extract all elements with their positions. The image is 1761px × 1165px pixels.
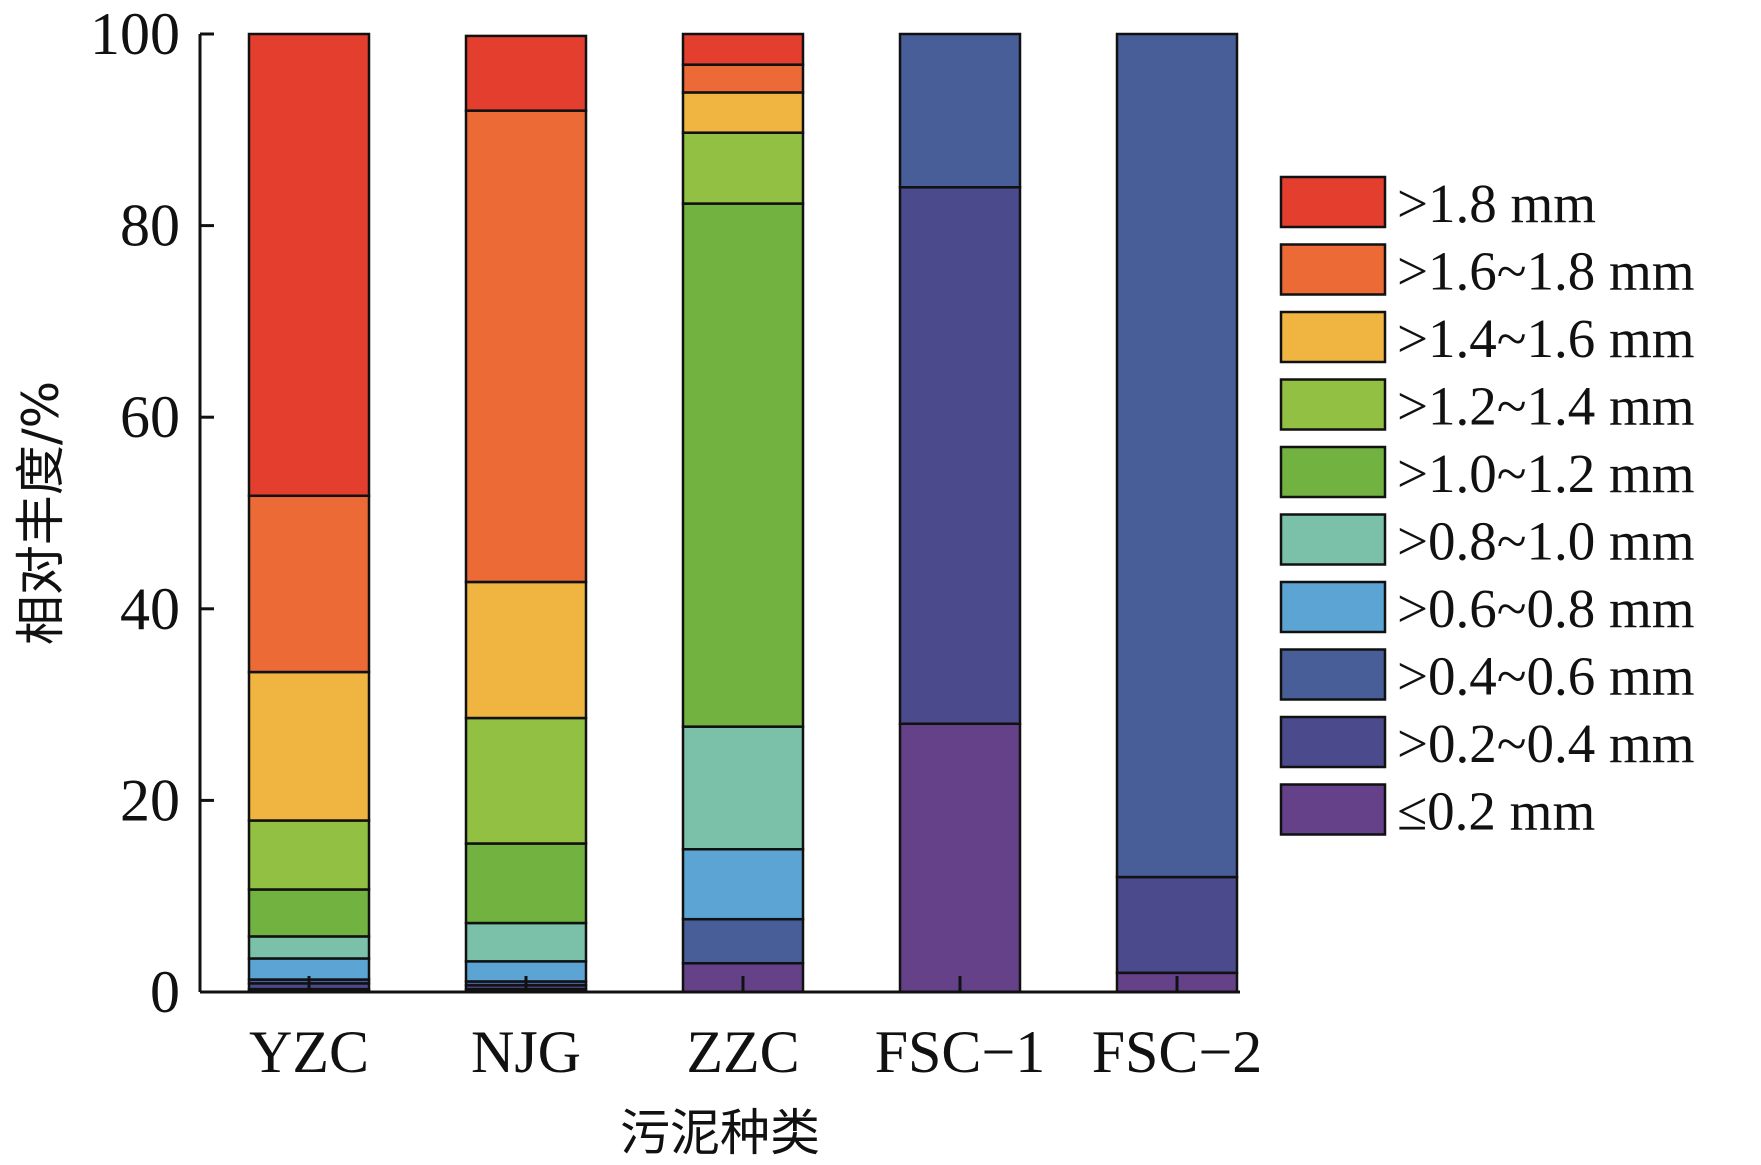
legend: >1.8 mm >1.6~1.8 mm>1.4~1.6 mm >1.2~1.4 mm… <box>1279 173 1695 842</box>
legend-swatch <box>1279 580 1387 634</box>
y-tick-label: 100 <box>90 1 180 67</box>
legend-swatch <box>1279 310 1387 364</box>
legend-label: >1.0~1.2 mm <box>1397 443 1695 504</box>
x-tick-label: ZZC <box>686 1019 799 1085</box>
bar-segment <box>681 725 805 851</box>
legend-label: >0.4~0.6 mm <box>1397 646 1695 707</box>
legend-label: >0.8~1.0 mm <box>1397 511 1695 572</box>
bar-segment <box>681 91 805 134</box>
legend-swatch <box>1279 243 1387 296</box>
bar-group-fsc-2 <box>1115 32 1239 994</box>
bar-segment <box>247 670 371 822</box>
legend-label: >1.2~1.4 mm <box>1397 376 1695 437</box>
bar-group-fsc-1 <box>898 32 1022 994</box>
y-tick-label: 60 <box>120 384 180 450</box>
bar-group-zzc <box>681 32 805 994</box>
legend-item: >1.4~1.6 mm <box>1279 308 1695 369</box>
legend-label: >1.6~1.8 mm <box>1397 241 1695 302</box>
bar-segment <box>681 32 805 66</box>
legend-item: >0.6~0.8 mm <box>1279 578 1695 639</box>
y-tick-label: 80 <box>120 193 180 259</box>
legend-swatch <box>1279 378 1387 431</box>
legend-item: >0.8~1.0 mm <box>1279 511 1695 572</box>
legend-item: >1.8 mm <box>1279 173 1596 234</box>
bar-segment <box>681 917 805 965</box>
bar-segment <box>898 722 1022 994</box>
bar-segment <box>247 32 371 498</box>
bar-segment <box>898 32 1022 189</box>
bar-segment <box>464 716 588 845</box>
bar-segment <box>247 935 371 960</box>
bar-segment <box>464 842 588 925</box>
bar-group-njg <box>464 34 588 994</box>
x-tick-label: FSC−2 <box>1092 1019 1263 1085</box>
bar-segment <box>681 63 805 94</box>
bar-segment <box>681 131 805 205</box>
bar-segment <box>681 848 805 921</box>
legend-item: ≤0.2 mm <box>1279 781 1595 842</box>
legend-item: >1.2~1.4 mm <box>1279 376 1695 437</box>
legend-swatch <box>1279 715 1387 769</box>
x-tick-label: YZC <box>249 1019 369 1085</box>
legend-item: >0.4~0.6 mm <box>1279 646 1695 707</box>
y-axis-title: 相对丰度/% <box>12 381 70 645</box>
bars <box>247 32 1239 994</box>
legend-item: >1.6~1.8 mm <box>1279 241 1695 302</box>
legend-label: >0.6~0.8 mm <box>1397 578 1695 639</box>
bar-segment <box>247 888 371 938</box>
bar-segment <box>1115 875 1239 975</box>
legend-item: >0.2~0.4 mm <box>1279 713 1695 774</box>
bar-segment <box>1115 32 1239 879</box>
legend-swatch <box>1279 648 1387 701</box>
legend-swatch <box>1279 445 1387 499</box>
x-axis-ticks: YZC NJG ZZC FSC−1 FSC−2 <box>249 1019 1262 1085</box>
y-tick-label: 20 <box>120 767 180 833</box>
legend-swatch <box>1279 783 1387 836</box>
x-tick-label: NJG <box>471 1019 581 1085</box>
legend-label: >0.2~0.4 mm <box>1397 713 1695 774</box>
bar-segment <box>464 109 588 584</box>
legend-item: >1.0~1.2 mm <box>1279 443 1695 504</box>
legend-label: >1.4~1.6 mm <box>1397 308 1695 369</box>
bar-segment <box>247 494 371 674</box>
bar-segment <box>464 580 588 720</box>
y-tick-label: 40 <box>120 576 180 642</box>
bar-group-yzc <box>247 32 371 994</box>
x-axis-title: 污泥种类 <box>620 1104 820 1162</box>
bar-segment <box>898 186 1022 726</box>
legend-label: >1.8 mm <box>1397 173 1596 234</box>
bar-segment <box>464 921 588 963</box>
y-tick-label: 0 <box>150 959 180 1025</box>
legend-swatch <box>1279 175 1387 229</box>
x-tick-label: FSC−1 <box>875 1019 1046 1085</box>
legend-label: ≤0.2 mm <box>1397 781 1595 842</box>
legend-swatch <box>1279 513 1387 566</box>
bar-segment <box>247 819 371 891</box>
y-axis-ticks: 0 20 40 60 80 100 <box>90 1 214 1025</box>
bar-segment <box>464 34 588 112</box>
bar-segment <box>681 202 805 728</box>
axes <box>198 34 1240 994</box>
